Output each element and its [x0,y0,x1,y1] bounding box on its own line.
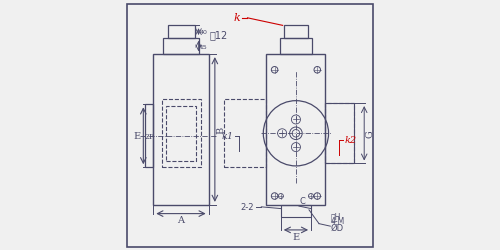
Bar [326,104,354,164]
Bar [326,104,354,164]
Bar [164,39,198,55]
Bar [154,55,208,205]
Bar [284,26,308,39]
Text: ØD: ØD [331,222,344,232]
Text: E: E [134,132,141,141]
Text: 40: 40 [200,30,207,35]
Text: E: E [292,232,300,241]
Bar [166,106,196,161]
Text: 深H: 深H [331,211,341,220]
Text: k: k [233,13,240,23]
Bar [168,26,194,39]
Text: 2-2: 2-2 [240,202,254,211]
Bar [281,205,311,218]
Bar [266,55,326,205]
Text: 4-M: 4-M [331,216,345,225]
Text: 2F: 2F [144,132,154,140]
Text: C: C [300,196,306,205]
Text: 图12: 图12 [210,30,228,40]
Bar [145,105,154,168]
Text: k1: k1 [222,131,234,140]
Text: A: A [178,215,184,224]
Text: B: B [217,126,226,134]
Bar [224,100,266,168]
Text: k2: k2 [344,136,356,144]
Bar [162,100,200,168]
Bar [280,39,312,55]
Text: 15: 15 [200,44,207,50]
Text: G: G [366,130,374,138]
